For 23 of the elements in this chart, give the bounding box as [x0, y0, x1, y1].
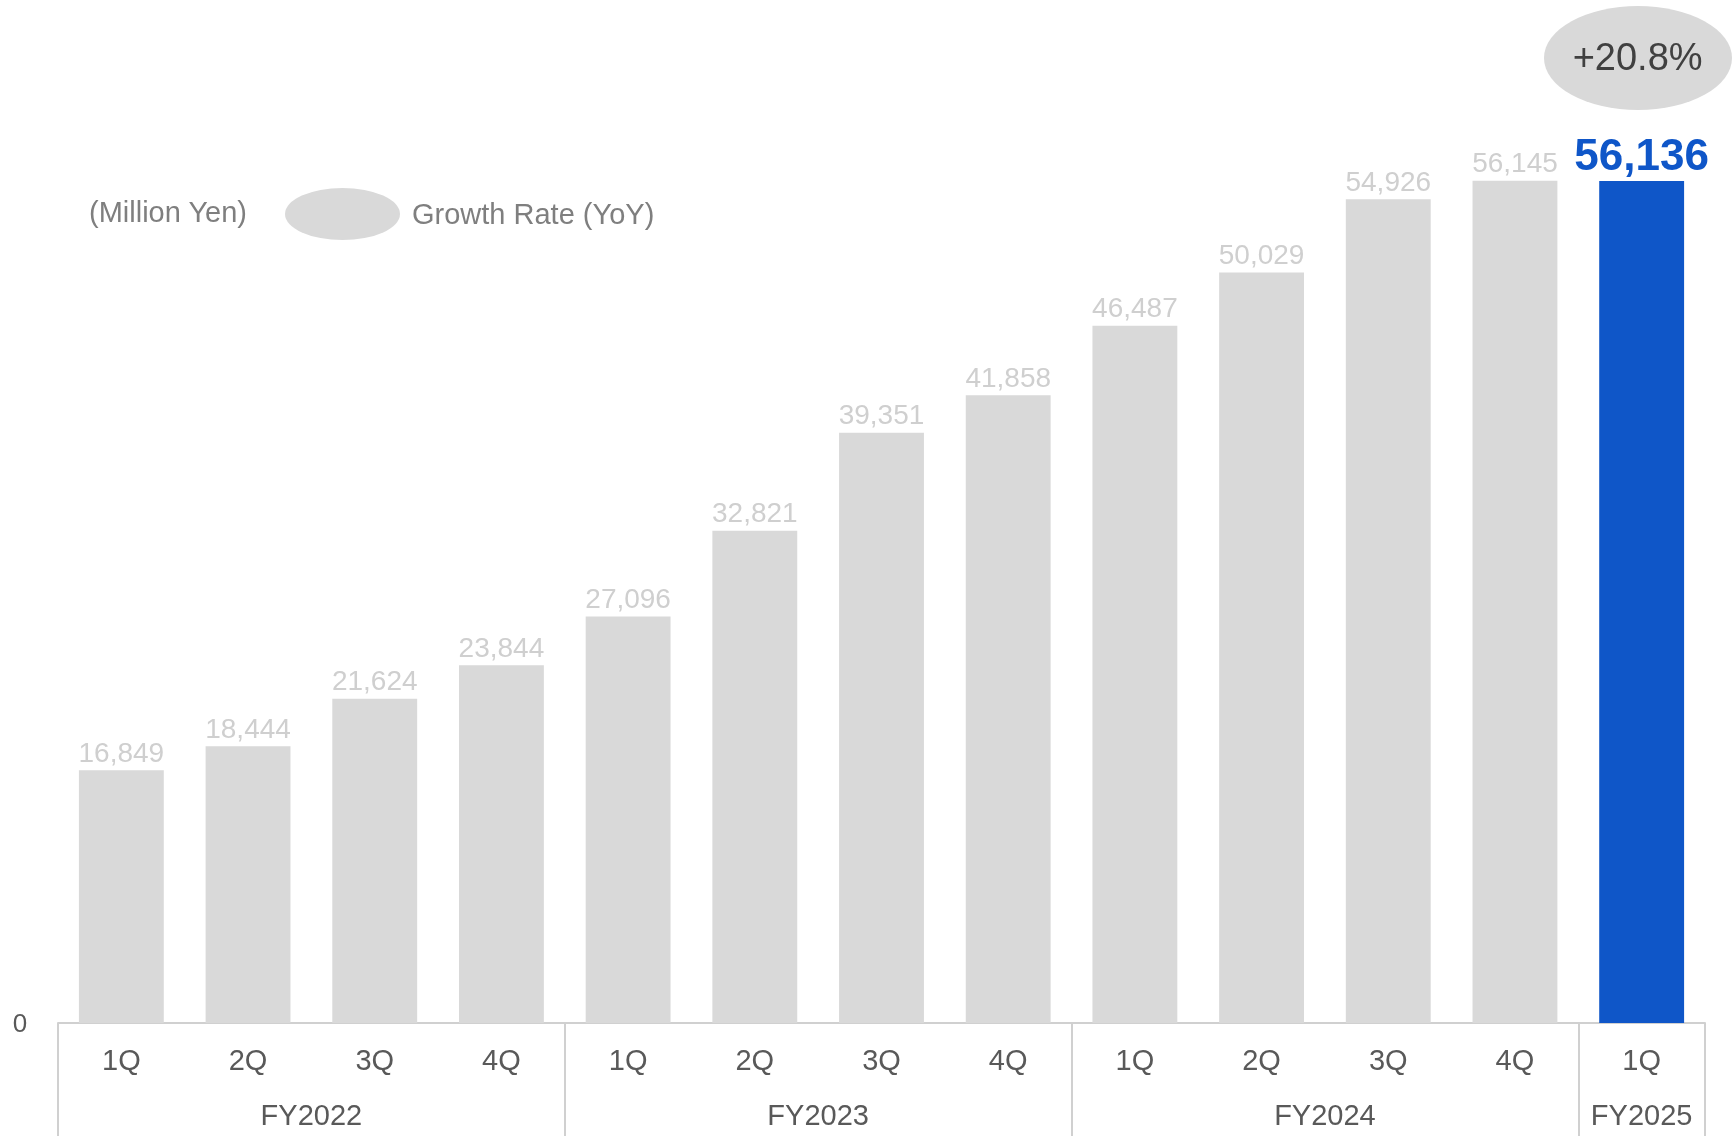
- x-tick-label: 3Q: [1368, 1043, 1408, 1076]
- x-tick-label: 1Q: [1622, 1043, 1661, 1076]
- bar: [1599, 180, 1685, 1023]
- data-label: 56,136: [1574, 130, 1709, 180]
- x-tick-label: 3Q: [355, 1043, 395, 1076]
- x-tick-label: 1Q: [102, 1043, 141, 1076]
- x-tick-label: 2Q: [1242, 1043, 1281, 1076]
- text: FY2024: [1274, 1099, 1376, 1131]
- x-tick-label: 4Q: [988, 1043, 1028, 1076]
- text: FY2023: [767, 1099, 869, 1131]
- text: FY2025: [1590, 1099, 1693, 1131]
- x-tick-label: 1Q: [1115, 1043, 1155, 1076]
- x-tick-label: 2Q: [735, 1043, 775, 1076]
- x-tick-label: 3Q: [862, 1043, 901, 1076]
- annotation: Growth Rate (YoY): [412, 198, 655, 231]
- x-tick-label: 4Q: [1495, 1043, 1535, 1076]
- annotation: (Million Yen): [89, 196, 247, 229]
- x-tick-label: 1Q: [608, 1043, 648, 1076]
- x-tick-label: 4Q: [482, 1043, 521, 1076]
- x-tick-label: 2Q: [228, 1043, 268, 1076]
- text: FY2022: [260, 1099, 363, 1131]
- text: 0: [12, 1008, 28, 1038]
- text: +20.8%: [1571, 36, 1704, 79]
